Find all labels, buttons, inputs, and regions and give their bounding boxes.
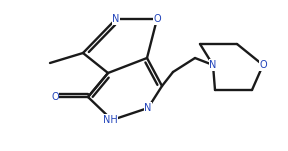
Text: O: O	[153, 14, 161, 24]
Text: N: N	[112, 14, 120, 24]
Text: NH: NH	[103, 115, 118, 125]
Text: O: O	[51, 92, 59, 102]
Text: N: N	[209, 60, 217, 70]
Text: N: N	[144, 103, 152, 113]
Text: O: O	[259, 60, 267, 70]
